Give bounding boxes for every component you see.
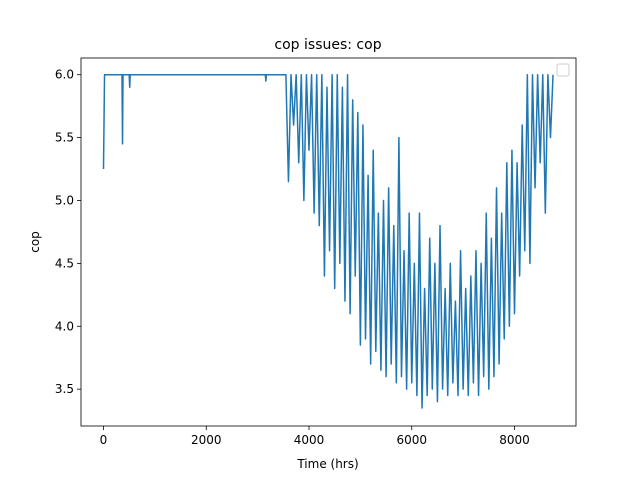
- y-tick-label: 4.5: [55, 256, 74, 270]
- y-tick-label: 5.5: [55, 131, 74, 145]
- x-tick-label: 0: [100, 433, 108, 447]
- x-tick-label: 4000: [294, 433, 325, 447]
- y-axis-label: cop: [28, 231, 42, 253]
- plot-frame: [80, 57, 577, 427]
- y-tick-label: 6.0: [55, 68, 74, 82]
- y-tick-label: 5.0: [55, 193, 74, 207]
- legend-box: [556, 63, 570, 77]
- x-axis-label: Time (hrs): [296, 457, 358, 471]
- y-tick-label: 4.0: [55, 319, 74, 333]
- chart-title: cop issues: cop: [274, 37, 381, 53]
- x-tick-label: 8000: [499, 433, 530, 447]
- x-tick-label: 2000: [191, 433, 222, 447]
- y-tick-label: 3.5: [55, 382, 74, 396]
- x-tick-label: 6000: [396, 433, 427, 447]
- data-line: [102, 73, 554, 409]
